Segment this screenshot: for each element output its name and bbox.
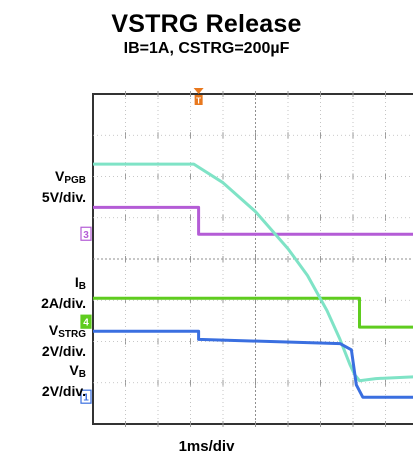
ylabel-vstrg-scale: 2V/div. xyxy=(41,343,86,359)
chart-subtitle: IB=1A, CSTRG=200µF xyxy=(123,40,290,57)
trigger-marker: T xyxy=(193,88,204,106)
trigger-box xyxy=(194,95,203,105)
trigger-arrow xyxy=(193,88,204,94)
trigger-text: T xyxy=(196,97,201,106)
channel-marker-box xyxy=(80,226,92,241)
channel-marker-text: 1 xyxy=(83,393,89,404)
ylabel-vpgb: VPGB 5V/div. xyxy=(8,168,86,206)
channel-marker-1: 1 xyxy=(80,389,92,404)
ylabel-ib: IB 2A/div. xyxy=(8,274,86,312)
trace-vpgb xyxy=(93,205,413,236)
ylabel-vstrg: VSTRG 2V/div. xyxy=(8,322,86,360)
traces xyxy=(93,162,413,399)
channel-marker-3: 3 xyxy=(80,226,92,241)
ylabel-vpgb-main: V xyxy=(54,168,65,184)
ylabel-vb-scale: 2V/div. xyxy=(41,383,86,399)
channel-marker-text: 4 xyxy=(83,318,89,329)
ylabel-ib-main: I xyxy=(74,274,79,290)
chart-title: VSTRG Release xyxy=(111,10,302,38)
x-axis-label: 1ms/div xyxy=(178,438,235,455)
trace-vstrg xyxy=(93,162,413,383)
channel-marker-box xyxy=(80,389,92,404)
channel-markers: 3 4 1 xyxy=(80,226,92,404)
ylabel-vb-main: V xyxy=(69,362,79,378)
ylabel-vb-sub: B xyxy=(78,369,86,380)
channel-marker-box xyxy=(80,314,92,329)
ylabel-ib-sub: B xyxy=(78,281,86,292)
trace-vb xyxy=(93,329,413,399)
ylabel-vstrg-sub: STRG xyxy=(58,329,86,340)
channel-marker-4: 4 xyxy=(80,314,92,329)
trace-ib xyxy=(93,296,413,329)
ylabel-vb: VB 2V/div. xyxy=(8,362,86,400)
ylabel-vpgb-scale: 5V/div. xyxy=(41,189,86,205)
ylabel-vstrg-main: V xyxy=(48,322,59,338)
ylabel-ib-scale: 2A/div. xyxy=(41,295,86,311)
grid xyxy=(93,91,413,427)
ylabel-vpgb-sub: PGB xyxy=(64,175,86,186)
channel-marker-text: 3 xyxy=(83,230,89,241)
